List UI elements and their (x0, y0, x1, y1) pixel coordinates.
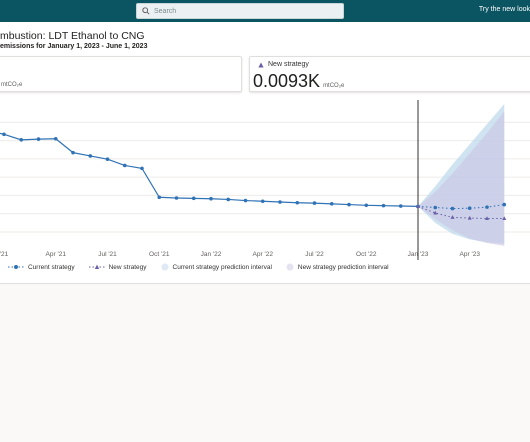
x-tick-label: Apr '21 (46, 251, 67, 258)
new-strategy-card: New strategy 0.0093K mtCO₂e (249, 56, 530, 92)
x-tick-label: Oct '21 (149, 251, 170, 258)
current-forecast-point (450, 206, 455, 211)
current-strategy-point (347, 202, 351, 207)
new-strategy-point (433, 210, 438, 215)
legend-current-marker (8, 265, 24, 269)
x-tick-label: Apr '22 (253, 251, 274, 258)
current-strategy-point (312, 201, 317, 205)
new-strategy-point (502, 216, 507, 220)
new-strategy-card-label: New strategy (268, 61, 309, 68)
new-strategy-card-unit: mtCO₂e (323, 83, 345, 89)
current-strategy-point (157, 195, 162, 200)
search-box[interactable]: Search (136, 3, 344, 19)
legend-new-interval[interactable]: New strategy prediction interval (286, 263, 389, 271)
x-tick-label: '21 (0, 251, 9, 258)
current-strategy-point (36, 137, 41, 141)
legend-new-interval-label: New strategy prediction interval (297, 263, 389, 271)
x-tick-label: Jan '22 (201, 251, 222, 258)
current-strategy-point (71, 150, 75, 155)
new-strategy-point (467, 215, 472, 220)
legend-current-label: Current strategy (28, 263, 75, 271)
new-prediction-band (418, 111, 505, 246)
new-strategy-point (416, 204, 420, 208)
current-strategy-point (260, 199, 265, 204)
current-strategy-point (140, 166, 144, 171)
current-strategy-line (0, 132, 419, 207)
legend-new-strategy[interactable]: New strategy (88, 263, 147, 271)
page-subtitle: emissions for January 1, 2023 - June 1, … (0, 43, 148, 50)
x-tick-label: Jan '23 (408, 251, 429, 258)
legend-current-interval[interactable]: Current strategy prediction interval (161, 263, 272, 271)
search-placeholder: Search (154, 7, 177, 15)
current-strategy-point (329, 202, 334, 206)
current-strategy-point (398, 204, 403, 208)
current-strategy-point (226, 197, 231, 202)
x-tick-label: Jul '22 (305, 251, 324, 258)
new-strategy-point (450, 215, 455, 219)
legend-current-interval-swatch (161, 263, 169, 271)
page-title: mbustion: LDT Ethanol to CNG (0, 30, 145, 42)
triangle-icon (258, 62, 264, 67)
legend-current-interval-label: Current strategy prediction interval (172, 263, 272, 271)
legend-new-label: New strategy (108, 263, 147, 271)
x-tick-label: Apr '23 (460, 251, 481, 258)
current-strategy-point (278, 200, 282, 204)
legend-new-interval-swatch (286, 263, 294, 271)
current-strategy-point (88, 154, 93, 158)
current-strategy-point (122, 163, 127, 168)
try-new-look-link[interactable]: Try the new look (478, 6, 530, 13)
current-strategy-point (381, 203, 386, 208)
current-strategy-point (243, 198, 248, 203)
current-strategy-point (2, 132, 6, 137)
current-strategy-point (191, 196, 196, 201)
current-strategy-point (295, 200, 300, 205)
current-strategy-point (105, 157, 110, 162)
current-forecast-point (433, 205, 438, 210)
current-strategy-card: mtCO₂e (0, 56, 242, 92)
current-strategy-point (364, 203, 369, 208)
current-strategy-point (174, 196, 179, 200)
x-tick-label: Jul '21 (98, 251, 117, 258)
current-card-unit: mtCO₂e (1, 82, 23, 88)
current-forecast-point (467, 206, 472, 211)
legend-current-strategy[interactable]: Current strategy (8, 264, 75, 271)
chart-legend: Current strategy New strategy Current st… (8, 263, 403, 271)
new-strategy-card-value: 0.0093K (253, 71, 321, 91)
current-forecast-line (417, 204, 505, 210)
current-forecast-point (485, 205, 489, 209)
search-icon (142, 7, 150, 15)
current-strategy-point (19, 138, 24, 142)
legend-new-marker (88, 264, 105, 269)
new-strategy-line (417, 205, 505, 219)
current-strategy-point (53, 136, 58, 141)
current-strategy-point (209, 196, 213, 201)
new-strategy-point (485, 216, 489, 220)
current-forecast-point (502, 202, 507, 207)
emissions-line-chart: '21 Apr '21 Jul '21 Oct '21 Jan '22 Apr '22 Ju… (0, 100, 530, 260)
x-tick-label: Oct '22 (356, 251, 377, 258)
